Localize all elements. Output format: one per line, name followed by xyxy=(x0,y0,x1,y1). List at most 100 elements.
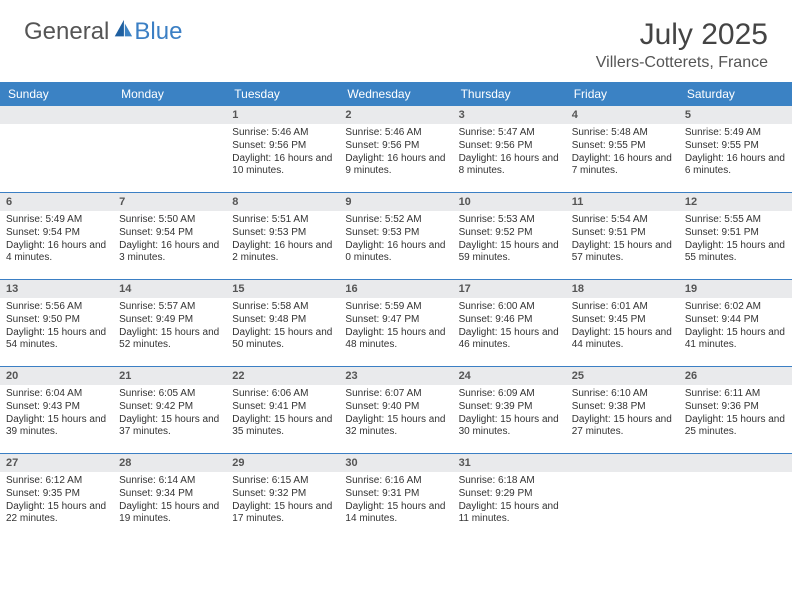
sunset-text: Sunset: 9:38 PM xyxy=(572,401,673,414)
day-number: 23 xyxy=(339,367,452,385)
sunset-text: Sunset: 9:34 PM xyxy=(119,488,220,501)
sunset-text: Sunset: 9:54 PM xyxy=(119,227,220,240)
daylight-text: Daylight: 15 hours and 25 minutes. xyxy=(685,414,786,440)
daylight-text: Daylight: 15 hours and 32 minutes. xyxy=(345,414,446,440)
day-cell: 15Sunrise: 5:58 AMSunset: 9:48 PMDayligh… xyxy=(226,280,339,366)
day-body xyxy=(566,472,679,532)
day-cell: 12Sunrise: 5:55 AMSunset: 9:51 PMDayligh… xyxy=(679,193,792,279)
day-body: Sunrise: 5:58 AMSunset: 9:48 PMDaylight:… xyxy=(226,298,339,356)
sunset-text: Sunset: 9:56 PM xyxy=(345,140,446,153)
daylight-text: Daylight: 16 hours and 7 minutes. xyxy=(572,153,673,179)
day-body: Sunrise: 5:47 AMSunset: 9:56 PMDaylight:… xyxy=(453,124,566,182)
day-cell: 14Sunrise: 5:57 AMSunset: 9:49 PMDayligh… xyxy=(113,280,226,366)
day-cell: 5Sunrise: 5:49 AMSunset: 9:55 PMDaylight… xyxy=(679,106,792,192)
sunset-text: Sunset: 9:35 PM xyxy=(6,488,107,501)
day-body: Sunrise: 6:04 AMSunset: 9:43 PMDaylight:… xyxy=(0,385,113,443)
sunset-text: Sunset: 9:53 PM xyxy=(232,227,333,240)
daylight-text: Daylight: 16 hours and 2 minutes. xyxy=(232,240,333,266)
daylight-text: Daylight: 16 hours and 0 minutes. xyxy=(345,240,446,266)
sunset-text: Sunset: 9:42 PM xyxy=(119,401,220,414)
day-body: Sunrise: 5:56 AMSunset: 9:50 PMDaylight:… xyxy=(0,298,113,356)
day-number: 30 xyxy=(339,454,452,472)
day-body: Sunrise: 6:15 AMSunset: 9:32 PMDaylight:… xyxy=(226,472,339,530)
day-cell: 7Sunrise: 5:50 AMSunset: 9:54 PMDaylight… xyxy=(113,193,226,279)
sunrise-text: Sunrise: 5:53 AM xyxy=(459,214,560,227)
day-number xyxy=(113,106,226,124)
day-body: Sunrise: 6:10 AMSunset: 9:38 PMDaylight:… xyxy=(566,385,679,443)
day-cell: 4Sunrise: 5:48 AMSunset: 9:55 PMDaylight… xyxy=(566,106,679,192)
location: Villers-Cotterets, France xyxy=(596,54,768,72)
sunrise-text: Sunrise: 5:46 AM xyxy=(232,127,333,140)
day-cell: 28Sunrise: 6:14 AMSunset: 9:34 PMDayligh… xyxy=(113,454,226,540)
sunset-text: Sunset: 9:55 PM xyxy=(572,140,673,153)
sunset-text: Sunset: 9:29 PM xyxy=(459,488,560,501)
day-number: 19 xyxy=(679,280,792,298)
sunset-text: Sunset: 9:45 PM xyxy=(572,314,673,327)
daylight-text: Daylight: 15 hours and 48 minutes. xyxy=(345,327,446,353)
day-body: Sunrise: 5:46 AMSunset: 9:56 PMDaylight:… xyxy=(226,124,339,182)
day-body: Sunrise: 5:55 AMSunset: 9:51 PMDaylight:… xyxy=(679,211,792,269)
sunset-text: Sunset: 9:56 PM xyxy=(232,140,333,153)
sunrise-text: Sunrise: 6:18 AM xyxy=(459,475,560,488)
day-body: Sunrise: 6:18 AMSunset: 9:29 PMDaylight:… xyxy=(453,472,566,530)
sunset-text: Sunset: 9:53 PM xyxy=(345,227,446,240)
day-cell: 22Sunrise: 6:06 AMSunset: 9:41 PMDayligh… xyxy=(226,367,339,453)
sunrise-text: Sunrise: 6:00 AM xyxy=(459,301,560,314)
day-cell xyxy=(113,106,226,192)
sunrise-text: Sunrise: 5:59 AM xyxy=(345,301,446,314)
daylight-text: Daylight: 15 hours and 17 minutes. xyxy=(232,501,333,527)
day-body: Sunrise: 6:11 AMSunset: 9:36 PMDaylight:… xyxy=(679,385,792,443)
daylight-text: Daylight: 15 hours and 41 minutes. xyxy=(685,327,786,353)
sunset-text: Sunset: 9:31 PM xyxy=(345,488,446,501)
day-number: 14 xyxy=(113,280,226,298)
daylight-text: Daylight: 15 hours and 27 minutes. xyxy=(572,414,673,440)
day-body: Sunrise: 5:53 AMSunset: 9:52 PMDaylight:… xyxy=(453,211,566,269)
day-body: Sunrise: 5:48 AMSunset: 9:55 PMDaylight:… xyxy=(566,124,679,182)
day-cell: 26Sunrise: 6:11 AMSunset: 9:36 PMDayligh… xyxy=(679,367,792,453)
sunrise-text: Sunrise: 6:12 AM xyxy=(6,475,107,488)
month-title: July 2025 xyxy=(596,18,768,52)
day-number: 5 xyxy=(679,106,792,124)
daylight-text: Daylight: 15 hours and 22 minutes. xyxy=(6,501,107,527)
sunrise-text: Sunrise: 6:15 AM xyxy=(232,475,333,488)
daylight-text: Daylight: 15 hours and 11 minutes. xyxy=(459,501,560,527)
week-row: 1Sunrise: 5:46 AMSunset: 9:56 PMDaylight… xyxy=(0,106,792,193)
day-cell: 17Sunrise: 6:00 AMSunset: 9:46 PMDayligh… xyxy=(453,280,566,366)
day-cell: 21Sunrise: 6:05 AMSunset: 9:42 PMDayligh… xyxy=(113,367,226,453)
daylight-text: Daylight: 15 hours and 35 minutes. xyxy=(232,414,333,440)
weekday-header: Sunday xyxy=(0,82,113,106)
title-block: July 2025 Villers-Cotterets, France xyxy=(596,18,768,72)
day-number: 17 xyxy=(453,280,566,298)
day-cell: 6Sunrise: 5:49 AMSunset: 9:54 PMDaylight… xyxy=(0,193,113,279)
sunrise-text: Sunrise: 5:54 AM xyxy=(572,214,673,227)
sunset-text: Sunset: 9:39 PM xyxy=(459,401,560,414)
logo-text-right: Blue xyxy=(134,18,182,46)
day-cell xyxy=(566,454,679,540)
day-number: 9 xyxy=(339,193,452,211)
day-number: 8 xyxy=(226,193,339,211)
weekday-header: Monday xyxy=(113,82,226,106)
day-body xyxy=(679,472,792,532)
day-number: 4 xyxy=(566,106,679,124)
day-number: 21 xyxy=(113,367,226,385)
day-cell: 1Sunrise: 5:46 AMSunset: 9:56 PMDaylight… xyxy=(226,106,339,192)
day-number xyxy=(0,106,113,124)
day-number: 3 xyxy=(453,106,566,124)
day-body: Sunrise: 6:07 AMSunset: 9:40 PMDaylight:… xyxy=(339,385,452,443)
sunset-text: Sunset: 9:44 PM xyxy=(685,314,786,327)
daylight-text: Daylight: 16 hours and 9 minutes. xyxy=(345,153,446,179)
day-body: Sunrise: 5:52 AMSunset: 9:53 PMDaylight:… xyxy=(339,211,452,269)
sunrise-text: Sunrise: 6:10 AM xyxy=(572,388,673,401)
day-cell xyxy=(679,454,792,540)
day-body: Sunrise: 5:46 AMSunset: 9:56 PMDaylight:… xyxy=(339,124,452,182)
day-number: 1 xyxy=(226,106,339,124)
sunrise-text: Sunrise: 6:07 AM xyxy=(345,388,446,401)
day-cell: 13Sunrise: 5:56 AMSunset: 9:50 PMDayligh… xyxy=(0,280,113,366)
sunset-text: Sunset: 9:48 PM xyxy=(232,314,333,327)
logo-text-left: General xyxy=(24,18,109,46)
day-cell: 27Sunrise: 6:12 AMSunset: 9:35 PMDayligh… xyxy=(0,454,113,540)
day-body: Sunrise: 6:02 AMSunset: 9:44 PMDaylight:… xyxy=(679,298,792,356)
day-cell: 3Sunrise: 5:47 AMSunset: 9:56 PMDaylight… xyxy=(453,106,566,192)
daylight-text: Daylight: 15 hours and 57 minutes. xyxy=(572,240,673,266)
weekday-header: Thursday xyxy=(453,82,566,106)
